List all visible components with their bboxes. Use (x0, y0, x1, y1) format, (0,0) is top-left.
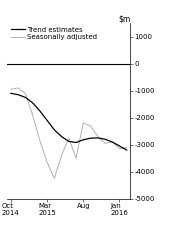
Text: $m: $m (118, 14, 130, 23)
Legend: Trend estimates, Seasonally adjusted: Trend estimates, Seasonally adjusted (11, 27, 97, 40)
